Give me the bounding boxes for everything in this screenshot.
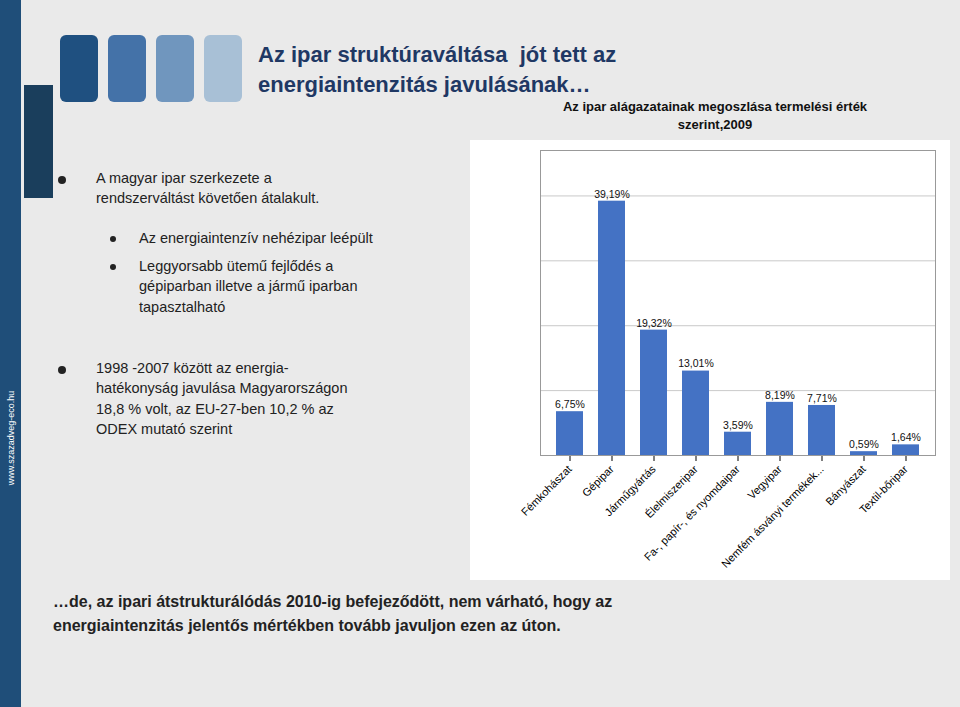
svg-text:19,32%: 19,32% <box>636 316 672 328</box>
svg-text:Nemfém ásványi termékek...: Nemfém ásványi termékek... <box>719 463 826 570</box>
html-text:Az ipar alágazatainak megoszlá: Az ipar alágazatainak megoszlása termelé… <box>562 99 868 132</box>
svg-text:7,71%: 7,71% <box>807 392 837 404</box>
html-text:…de, az ipari átstrukturálódás: …de, az ipari átstrukturálódás 2010-ig b… <box>53 593 613 634</box>
html-text:Leggyorsabb ütemű fejlődés a g: Leggyorsabb ütemű fejlődés a gépiparban … <box>139 258 358 315</box>
svg-text:6,75%: 6,75% <box>555 398 585 410</box>
svg-text:3,59%: 3,59% <box>723 419 753 431</box>
html-text:A magyar ipar szerkezete a ren: A magyar ipar szerkezete a rendszerváltá… <box>96 170 320 207</box>
html-text:www.szazadveg-eco.hu: www.szazadveg-eco.hu <box>5 390 16 486</box>
svg-text:Élelmiszeripar: Élelmiszeripar <box>642 462 700 521</box>
svg-text:13,01%: 13,01% <box>678 357 714 369</box>
svg-text:Vegyipar: Vegyipar <box>745 463 784 502</box>
svg-text:Járműgyártás: Járműgyártás <box>602 462 658 519</box>
svg-text:8,19%: 8,19% <box>765 389 795 401</box>
html-text:Az ipar struktúraváltása jót t: Az ipar struktúraváltása jót tett az ene… <box>258 42 617 97</box>
svg-text:1,64%: 1,64% <box>891 431 921 443</box>
svg-text:Fa-, papír-, és nyomdaipar: Fa-, papír-, és nyomdaipar <box>642 463 742 563</box>
svg-text:Textil-bőripar: Textil-bőripar <box>857 463 910 516</box>
svg-text:0,59%: 0,59% <box>849 438 879 450</box>
html-text:Az energiaintenzív nehézipar l: Az energiaintenzív nehézipar leépült <box>139 230 373 246</box>
svg-text:Gépipar: Gépipar <box>580 463 616 499</box>
svg-text:Fémkohászat: Fémkohászat <box>519 463 574 518</box>
svg-text:39,19%: 39,19% <box>594 188 630 200</box>
html-text:1998 -2007 között az energia-: 1998 -2007 között az energia- hatékonysá… <box>96 360 348 437</box>
svg-text:Bányászat: Bányászat <box>823 463 868 508</box>
